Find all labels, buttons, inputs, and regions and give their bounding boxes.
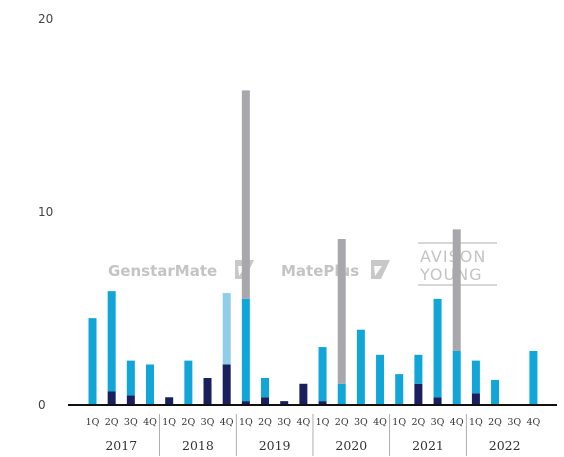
bar-segment-dark-navy — [126, 395, 135, 405]
bar-segment-dark-navy — [280, 401, 289, 405]
bar-segment-cyan — [241, 298, 250, 402]
quarter-label: 2Q — [258, 417, 272, 428]
mateplus-watermark-mark — [371, 260, 390, 279]
quarter-label: 2Q — [105, 417, 119, 428]
quarter-label: 2Q — [181, 417, 195, 428]
year-label: 2020 — [335, 438, 367, 453]
year-label: 2017 — [105, 438, 137, 453]
bar-segment-cyan — [395, 374, 404, 405]
quarter-label: 1Q — [162, 417, 176, 428]
quarter-label: 3Q — [124, 417, 138, 428]
quarter-label: 1Q — [469, 417, 483, 428]
bar-segment-cyan — [126, 360, 135, 396]
quarter-label: 4Q — [373, 417, 387, 428]
quarter-label: 4Q — [143, 417, 157, 428]
bar-segment-cyan — [356, 329, 365, 405]
quarter-label: 2Q — [335, 417, 349, 428]
quarter-label: 1Q — [86, 417, 100, 428]
bar-segment-cyan — [471, 360, 480, 394]
bar-segment-grey — [452, 229, 461, 351]
y-tick-label: 20 — [38, 12, 53, 26]
avison-young-watermark-line2: YOUNG — [419, 265, 483, 284]
year-label: 2021 — [412, 438, 444, 453]
quarter-label: 4Q — [450, 417, 464, 428]
bar-segment-cyan — [88, 318, 97, 405]
bar-segment-grey — [337, 239, 346, 384]
y-axis-ticks: 0 10 20 — [38, 12, 53, 412]
bar-segment-cyan — [376, 354, 385, 405]
bar-segment-dark-navy — [299, 383, 308, 405]
bar-segment-cyan — [146, 364, 155, 405]
watermark-group: GenstarMate MatePlus AVISON YOUNG — [108, 242, 497, 286]
bar-segment-grey — [241, 90, 250, 299]
bar-segment-dark-navy — [203, 377, 212, 405]
quarter-label: 3Q — [354, 417, 368, 428]
quarter-label: 4Q — [526, 417, 540, 428]
quarter-label: 1Q — [392, 417, 406, 428]
year-label: 2022 — [489, 438, 521, 453]
quarter-label: 1Q — [239, 417, 253, 428]
year-label: 2018 — [182, 438, 214, 453]
quarter-label: 3Q — [201, 417, 215, 428]
bar-segment-dark-navy — [433, 397, 442, 405]
quarter-label: 4Q — [296, 417, 310, 428]
quarter-label: 1Q — [316, 417, 330, 428]
quarter-label: 2Q — [488, 417, 502, 428]
genstarmate-watermark-text: GenstarMate — [108, 262, 217, 280]
year-label: 2019 — [259, 438, 291, 453]
bar-segment-cyan — [433, 298, 442, 398]
avison-young-watermark-line1: AVISON — [420, 247, 486, 266]
bar-segment-cyan — [529, 350, 538, 405]
bar-segment-cyan — [337, 383, 346, 405]
bar-segment-dark-navy — [261, 397, 270, 405]
mateplus-watermark-text: MatePlus — [281, 262, 359, 280]
quarter-label: 3Q — [507, 417, 521, 428]
bar-segment-cyan — [414, 354, 423, 384]
bar-segment-cyan — [107, 291, 116, 392]
bar-segment-cyan — [261, 377, 270, 398]
quarter-label: 2Q — [411, 417, 425, 428]
bar-segment-dark-navy — [318, 401, 327, 405]
bar-segment-dark-navy — [222, 364, 231, 405]
bar-segment-cyan — [184, 360, 193, 405]
quarter-label: 3Q — [431, 417, 445, 428]
bar-segment-light-blue — [222, 293, 231, 365]
x-axis-labels: 1Q 2Q 3Q 4Q 1Q 2Q 3Q 4Q 1Q 2Q 3Q 4Q 1Q 2Q 3Q 4Q 1Q 2Q 3Q 4Q… — [86, 414, 541, 456]
y-tick-label: 0 — [38, 398, 46, 412]
bars-group — [88, 90, 538, 405]
bar-segment-dark-navy — [471, 393, 480, 405]
quarter-label: 4Q — [220, 417, 234, 428]
bar-segment-dark-navy — [241, 401, 250, 405]
bar-segment-cyan — [452, 350, 461, 405]
quarter-label: 3Q — [277, 417, 291, 428]
bar-segment-cyan — [318, 347, 327, 402]
bar-segment-dark-navy — [165, 397, 174, 405]
bar-segment-cyan — [491, 379, 500, 405]
y-tick-label: 10 — [38, 205, 53, 219]
mateplus-watermark-mark-notch — [374, 266, 382, 276]
bar-segment-dark-navy — [414, 383, 423, 405]
bar-segment-dark-navy — [107, 391, 116, 405]
